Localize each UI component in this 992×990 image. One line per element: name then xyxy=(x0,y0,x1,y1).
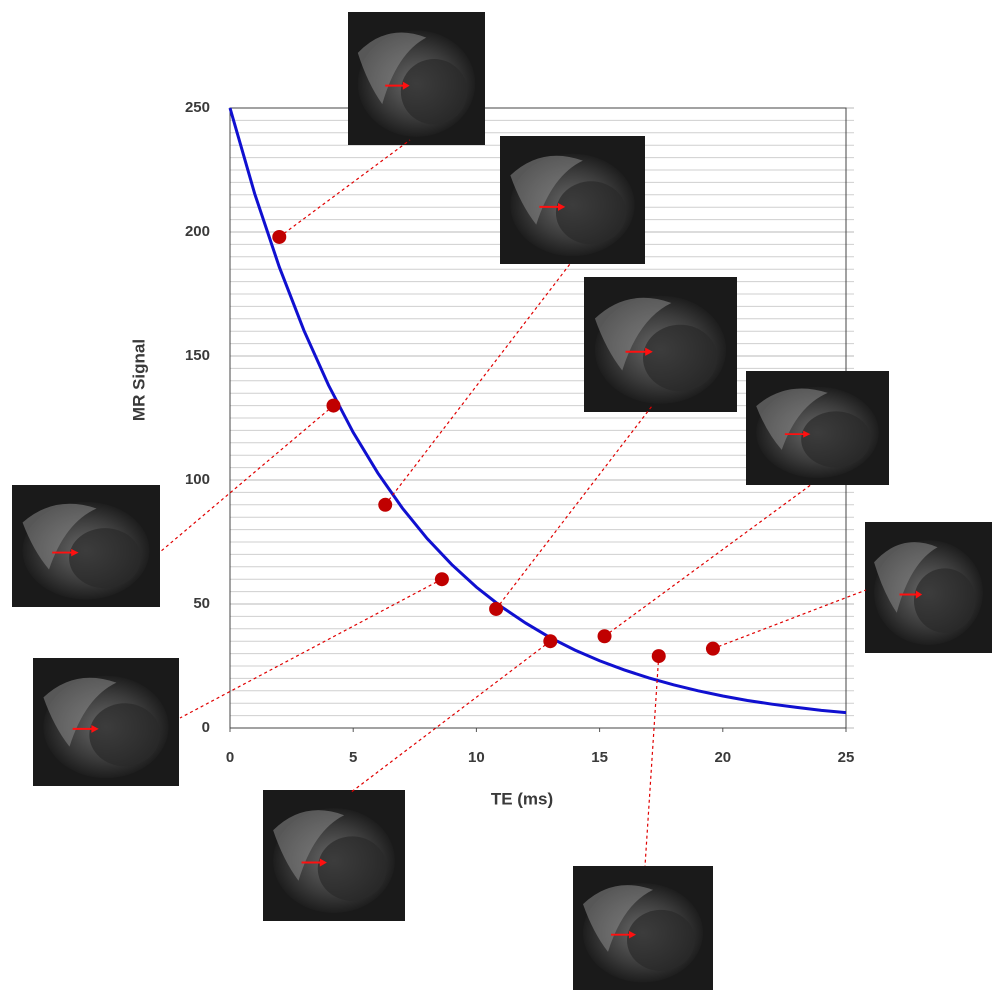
data-point xyxy=(272,229,287,244)
data-point xyxy=(651,649,666,664)
y-tick-label: 0 xyxy=(202,719,210,736)
leader-line xyxy=(604,483,813,637)
mri-image xyxy=(12,485,160,607)
y-tick-label: 200 xyxy=(185,223,210,240)
mri-image xyxy=(33,658,179,786)
leader-line xyxy=(159,405,334,553)
leader-line xyxy=(278,139,411,238)
data-point xyxy=(326,398,341,413)
y-tick-label: 150 xyxy=(185,347,210,364)
mri-image xyxy=(573,866,713,990)
data-point xyxy=(705,641,720,656)
fit-curve xyxy=(228,107,847,715)
data-point xyxy=(543,634,558,649)
x-tick-label: 20 xyxy=(714,749,731,766)
data-point xyxy=(434,572,449,587)
leader-line xyxy=(712,589,867,650)
data-point xyxy=(489,601,504,616)
data-point xyxy=(597,629,612,644)
mri-image xyxy=(348,12,485,145)
x-tick-label: 25 xyxy=(838,749,855,766)
mri-image xyxy=(500,136,645,264)
y-tick-label: 250 xyxy=(185,99,210,116)
y-tick-label: 50 xyxy=(193,595,210,612)
mri-thumbnails xyxy=(12,12,992,990)
leader-line xyxy=(349,640,551,794)
leader-line xyxy=(644,656,660,867)
mri-image xyxy=(865,522,992,653)
leader-line xyxy=(179,578,443,719)
y-tick-label: 100 xyxy=(185,471,210,488)
x-axis-label: TE (ms) xyxy=(491,789,553,808)
leader-line xyxy=(495,405,653,610)
x-tick-label: 15 xyxy=(591,749,608,766)
y-axis-label: MR Signal xyxy=(129,339,148,421)
mri-image xyxy=(584,277,737,412)
data-point xyxy=(378,497,393,512)
mri-image xyxy=(263,790,405,921)
mri-image xyxy=(746,371,889,485)
x-tick-label: 0 xyxy=(226,749,234,766)
x-tick-label: 5 xyxy=(349,749,357,766)
leader-line xyxy=(384,263,571,506)
x-tick-label: 10 xyxy=(468,749,485,766)
